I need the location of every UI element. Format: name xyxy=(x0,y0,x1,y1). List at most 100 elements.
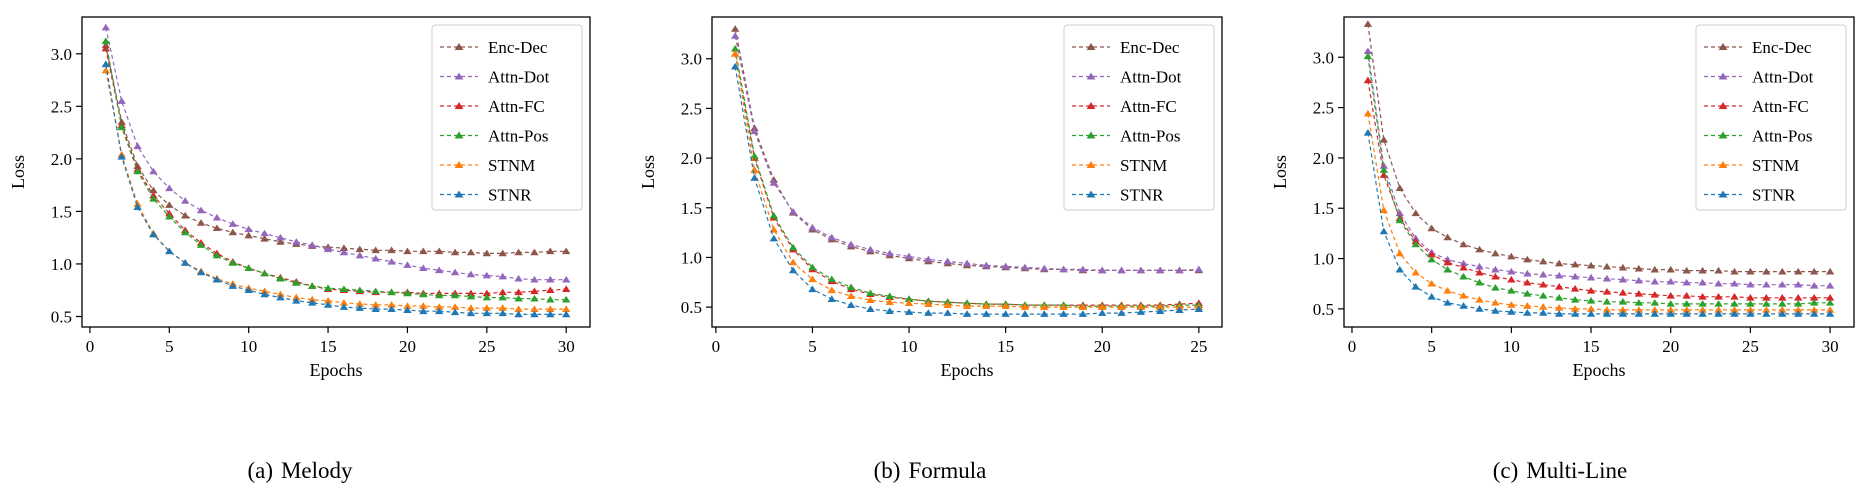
data-point-attn-dot xyxy=(1554,271,1564,279)
data-point-attn-fc xyxy=(546,286,555,294)
data-point-attn-dot xyxy=(750,127,759,135)
data-point-attn-dot xyxy=(808,223,817,231)
data-point-attn-dot xyxy=(387,258,396,265)
legend-box xyxy=(1063,24,1215,211)
data-point-enc-dec xyxy=(244,231,253,239)
data-point-enc-dec xyxy=(1809,267,1819,275)
data-point-attn-fc xyxy=(1523,278,1532,286)
data-point-attn-dot xyxy=(1136,266,1146,274)
data-point-enc-dec xyxy=(371,246,380,254)
legend-swatch-marker xyxy=(1086,43,1096,50)
data-point-attn-fc xyxy=(514,288,523,296)
y-tick-label: 3.0 xyxy=(51,45,72,64)
x-tick-label: 25 xyxy=(1742,337,1759,356)
legend-swatch-marker xyxy=(454,161,464,168)
data-point-attn-pos xyxy=(133,167,142,175)
legend-label: Attn-Pos xyxy=(1752,127,1812,146)
data-point-stnr xyxy=(546,310,555,318)
data-point-attn-dot xyxy=(1634,276,1644,284)
data-point-stnr xyxy=(1001,310,1010,317)
data-point-stnm xyxy=(827,286,836,294)
data-point-stnr xyxy=(561,310,571,318)
data-point-attn-pos xyxy=(498,293,507,301)
data-point-attn-dot xyxy=(403,261,412,268)
data-point-attn-pos xyxy=(307,282,317,289)
legend-label: Attn-FC xyxy=(488,97,545,116)
legend-item-enc-dec: Enc-Dec xyxy=(440,38,548,57)
data-point-stnm xyxy=(1746,306,1755,313)
data-point-stnr xyxy=(276,293,285,301)
data-point-attn-pos xyxy=(117,123,126,131)
data-point-stnr xyxy=(1698,310,1707,317)
data-point-stnr xyxy=(196,268,206,276)
data-point-attn-dot xyxy=(846,240,856,248)
data-point-enc-dec xyxy=(260,234,269,242)
legend-swatch-marker xyxy=(1086,131,1096,139)
legend-label: STNM xyxy=(1120,156,1167,175)
legend-swatch-marker xyxy=(454,131,464,139)
data-point-stnm xyxy=(1155,303,1165,310)
data-point-attn-fc xyxy=(530,287,539,295)
x-tick-label: 5 xyxy=(165,337,174,356)
data-point-attn-dot xyxy=(1618,275,1628,283)
x-tick-label: 30 xyxy=(558,337,575,356)
data-point-enc-dec xyxy=(730,25,740,32)
data-point-stnm xyxy=(498,304,507,311)
data-point-stnr xyxy=(228,282,238,289)
data-point-stnm xyxy=(1778,306,1787,313)
data-point-stnr xyxy=(943,309,952,316)
data-point-stnr xyxy=(1475,305,1484,312)
x-tick-label: 20 xyxy=(399,337,416,356)
y-tick-label: 2.0 xyxy=(1313,149,1334,168)
data-point-enc-dec xyxy=(1794,267,1803,275)
data-point-stnm xyxy=(434,303,444,310)
legend-box xyxy=(1695,24,1847,211)
data-point-stnr xyxy=(924,309,933,316)
legend-label: Attn-FC xyxy=(1120,97,1177,116)
data-point-stnm xyxy=(1136,303,1146,310)
data-point-stnm xyxy=(339,299,349,306)
data-point-enc-dec xyxy=(1778,267,1787,275)
y-tick-label: 2.5 xyxy=(1313,99,1334,118)
data-point-stnm xyxy=(982,302,991,309)
legend-label: Attn-Dot xyxy=(1752,68,1814,87)
legend-item-attn-fc: Attn-FC xyxy=(440,97,545,116)
data-point-attn-pos xyxy=(260,269,269,277)
series-line-stnr xyxy=(1367,132,1831,315)
data-point-enc-dec xyxy=(1427,224,1436,232)
data-point-attn-dot xyxy=(1059,265,1068,273)
data-point-stnr xyxy=(1020,310,1030,317)
data-point-stnr xyxy=(846,301,856,308)
data-point-attn-pos xyxy=(292,279,301,286)
data-point-stnr xyxy=(292,296,301,304)
data-point-attn-dot xyxy=(482,271,492,279)
legend-swatch-marker xyxy=(454,102,464,109)
data-point-stnr xyxy=(1682,310,1691,317)
data-point-attn-dot xyxy=(450,268,460,276)
legend-label: STNM xyxy=(488,156,535,175)
chart-panel-3: 0 5 10 15 20 25 30 0.5 1.0 1.5 2.0 2.5 3.0 Epochs Loss… xyxy=(1270,16,1855,380)
legend-swatch-marker xyxy=(1086,72,1096,80)
data-point-attn-pos xyxy=(466,292,476,300)
data-point-enc-dec xyxy=(1666,265,1675,273)
data-point-attn-dot xyxy=(419,264,428,271)
data-point-stnm xyxy=(1379,206,1389,214)
data-point-attn-dot xyxy=(962,259,972,267)
data-point-stnr xyxy=(244,286,253,294)
y-axis-label: Loss xyxy=(8,155,28,189)
data-point-attn-pos xyxy=(1825,299,1835,306)
x-tick-label: 25 xyxy=(1190,337,1207,356)
legend-swatch-marker xyxy=(1718,131,1728,139)
data-point-stnm xyxy=(371,301,380,308)
data-point-attn-dot xyxy=(466,270,476,278)
data-point-attn-dot xyxy=(1523,269,1532,277)
data-point-stnr xyxy=(1809,310,1819,317)
data-point-stnm xyxy=(419,302,428,309)
data-point-attn-fc xyxy=(1427,250,1436,258)
data-point-stnm xyxy=(1618,306,1628,313)
data-point-attn-pos xyxy=(434,291,444,299)
data-point-attn-dot xyxy=(117,97,126,104)
data-point-stnr xyxy=(165,247,174,255)
data-point-stnr xyxy=(307,299,317,306)
data-point-stnm xyxy=(561,305,571,312)
